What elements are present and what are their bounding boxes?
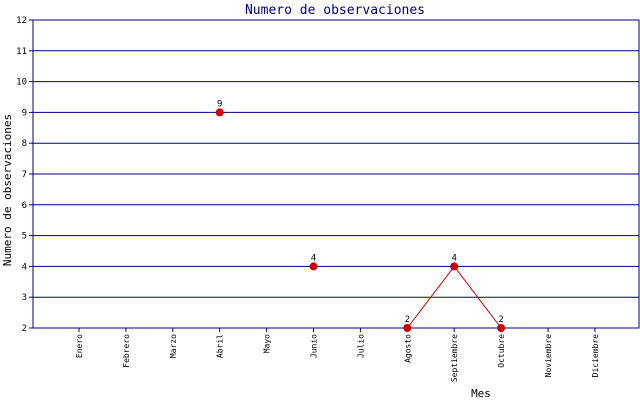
- y-tick-label: 9: [22, 108, 27, 118]
- series-segment: [453, 266, 502, 329]
- y-tick-label: 3: [22, 293, 27, 303]
- x-tick-label: Septiembre: [450, 334, 459, 382]
- x-tick-label: Mayo: [263, 334, 272, 353]
- y-tick-label: 4: [22, 262, 27, 272]
- y-tick-label: 12: [16, 16, 27, 26]
- data-label: 2: [405, 315, 410, 325]
- data-point: [497, 324, 506, 332]
- y-tick-label: 11: [16, 47, 27, 57]
- data-label: 2: [498, 315, 503, 325]
- x-axis-label: Mes: [471, 387, 491, 400]
- y-tick-labels: 2 3 4 5 6 7 8 9 10 11 12: [16, 16, 27, 334]
- chart-title: Numero de observaciones: [245, 3, 425, 18]
- x-tick-label: Abril: [216, 334, 225, 358]
- grid-lines: [29, 19, 639, 332]
- data-label: 4: [451, 253, 456, 263]
- x-tick-label: Enero: [75, 334, 84, 358]
- data-point: [309, 262, 318, 271]
- data-point: [403, 324, 412, 332]
- data-point: [215, 108, 224, 117]
- series-layer: 9 4 2 4 2: [215, 99, 506, 332]
- y-axis-label: Numero de observaciones: [1, 114, 14, 266]
- x-tick-label: Julio: [356, 334, 365, 358]
- y-tick-label: 7: [22, 170, 27, 180]
- x-tick-label: Noviembre: [544, 334, 553, 378]
- y-tick-label: 6: [22, 201, 27, 211]
- data-label: 9: [217, 99, 222, 109]
- x-tick-labels: Enero Febrero Marzo Abril Mayo Junio Julio Agos…: [75, 334, 600, 382]
- series-segment: [406, 266, 455, 329]
- y-tick-label: 8: [22, 139, 27, 149]
- x-tick-label: Agosto: [403, 334, 412, 363]
- y-tick-label: 5: [22, 232, 27, 242]
- x-tick-label: Junio: [310, 334, 319, 358]
- data-point: [450, 262, 459, 271]
- data-label: 4: [311, 253, 316, 263]
- x-tick-label: Marzo: [169, 334, 178, 358]
- y-tick-label: 10: [16, 78, 27, 88]
- x-tick-label: Diciembre: [591, 334, 600, 378]
- x-tick-label: Octubre: [497, 334, 506, 368]
- y-tick-label: 2: [22, 324, 27, 334]
- x-tick-label: Febrero: [122, 334, 131, 368]
- plot-frame: [32, 19, 640, 329]
